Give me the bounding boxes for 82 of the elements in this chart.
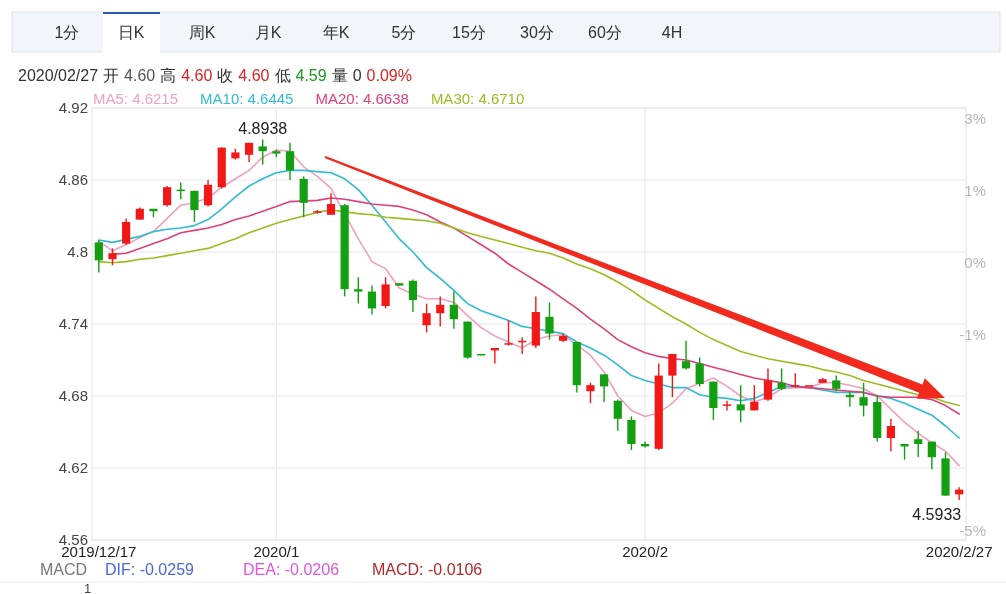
- text: MA30: 4.6710: [430, 90, 525, 107]
- candlestick: [736, 384, 745, 424]
- y-tick-label: 4.8: [67, 243, 88, 260]
- text: 4H: [661, 24, 683, 41]
- annotation: 0%: [964, 254, 986, 271]
- candlestick: [203, 179, 213, 208]
- text: 量: [331, 67, 348, 84]
- candlestick: [668, 353, 677, 398]
- annotation: 4.8938: [238, 120, 288, 138]
- x-tick-label: 2020/2/27: [925, 543, 993, 560]
- y-tick-label: 4.86: [58, 171, 88, 188]
- text: 月K: [254, 24, 282, 41]
- candlestick: [163, 185, 172, 208]
- text: MA20: 4.6638: [315, 90, 409, 107]
- y-tick-label: 4.62: [58, 459, 88, 476]
- candlestick: [258, 138, 267, 166]
- text: 15分: [452, 24, 486, 41]
- text: 30分: [520, 24, 554, 41]
- annotation: -5%: [959, 522, 986, 539]
- text: 4.60: [124, 67, 156, 84]
- candlestick: [504, 319, 513, 347]
- text: 4.60: [181, 67, 213, 84]
- y-tick-label: 4.74: [58, 315, 88, 332]
- text: 2020/02/27: [18, 67, 99, 84]
- candlestick: [763, 367, 773, 402]
- candlestick: [914, 430, 923, 458]
- candlestick: [408, 278, 418, 313]
- annotation: -1%: [959, 326, 986, 343]
- text: 1: [84, 581, 92, 594]
- annotation: 3%: [964, 110, 986, 127]
- candlestick: [299, 175, 308, 218]
- text: 低: [274, 67, 291, 84]
- text: 60分: [588, 24, 622, 41]
- candlestick: [927, 440, 936, 470]
- text: 5分: [391, 24, 417, 41]
- text: 0.09%: [366, 67, 412, 84]
- candlestick: [422, 302, 431, 334]
- text: MACD: [40, 561, 88, 578]
- candlestick: [94, 239, 103, 274]
- text: 开: [103, 67, 120, 84]
- candlestick: [777, 367, 786, 391]
- candlestick: [750, 384, 759, 412]
- candlestick: [122, 217, 131, 246]
- candlestick: [326, 192, 336, 216]
- candlestick: [613, 398, 622, 432]
- x-tick-label: 2020/1: [253, 543, 300, 560]
- y-tick-label: 4.68: [58, 387, 88, 404]
- text: MA5: 4.6215: [93, 90, 179, 107]
- text: 4.59: [295, 67, 327, 84]
- candlestick: [722, 400, 732, 412]
- annotation: 4.5933: [912, 506, 962, 524]
- text: 4.60: [238, 67, 270, 84]
- candlestick: [285, 142, 295, 181]
- candlestick: [381, 276, 390, 310]
- annotation: 1%: [964, 182, 986, 199]
- candlestick: [354, 276, 363, 305]
- text: DIF: -0.0259: [105, 561, 195, 578]
- candlestick: [681, 340, 691, 371]
- y-tick-label: 4.56: [58, 531, 88, 548]
- candlestick: [449, 290, 458, 330]
- candlestick: [859, 382, 868, 418]
- text: 0: [352, 67, 362, 84]
- text: 年K: [322, 24, 350, 41]
- text: 1分: [54, 24, 80, 41]
- candlestick: [436, 295, 445, 328]
- candlestick: [695, 356, 704, 388]
- candlestick: [367, 284, 377, 316]
- candlestick: [545, 301, 554, 341]
- x-tick-label: 2020/2: [622, 543, 669, 560]
- candlestick: [600, 373, 609, 403]
- candlestick: [627, 415, 636, 451]
- candlestick: [190, 190, 199, 223]
- text: 收: [217, 67, 234, 84]
- text: 日K: [117, 24, 145, 41]
- candlestick: [886, 418, 895, 452]
- y-tick-label: 4.92: [58, 99, 88, 116]
- text: 高: [160, 67, 177, 84]
- text: MACD: -0.0106: [372, 561, 483, 578]
- candlestick: [586, 382, 595, 404]
- text: MA10: 4.6445: [200, 90, 294, 107]
- text: 周K: [188, 24, 216, 41]
- text: DEA: -0.0206: [243, 561, 340, 578]
